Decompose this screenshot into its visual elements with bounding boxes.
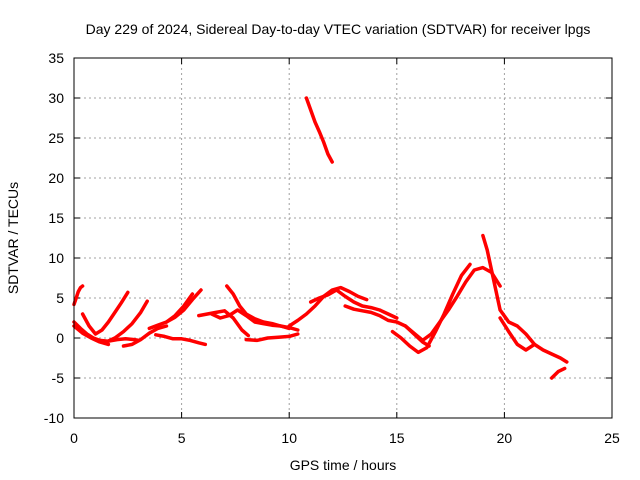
series-arc-15 bbox=[308, 288, 399, 320]
y-tick-label: 30 bbox=[48, 90, 64, 106]
y-tick-label: 10 bbox=[48, 250, 64, 266]
chart-title: Day 229 of 2024, Sidereal Day-to-day VTE… bbox=[86, 21, 591, 37]
series-arc-3 bbox=[80, 290, 130, 336]
series-arc-22 bbox=[304, 96, 334, 164]
axis-ticks: 0 5 10 15 20 25 -10 -5 0 5 10 15 20 25 30 35 bbox=[44, 50, 620, 446]
series-arc-1 bbox=[72, 284, 85, 307]
x-tick-label: 10 bbox=[281, 430, 297, 446]
plot-frame bbox=[73, 57, 613, 419]
x-tick-label: 0 bbox=[70, 430, 78, 446]
series-arc-13 bbox=[244, 332, 300, 343]
x-tick-label: 25 bbox=[604, 430, 620, 446]
y-tick-label: -5 bbox=[52, 370, 65, 386]
x-tick-label: 5 bbox=[178, 430, 186, 446]
series-arc-4 bbox=[72, 324, 111, 347]
y-tick-label: 20 bbox=[48, 170, 64, 186]
y-tick-label: 25 bbox=[48, 130, 64, 146]
grid bbox=[74, 58, 612, 418]
series-arc-17 bbox=[390, 262, 472, 355]
x-tick-label: 15 bbox=[389, 430, 405, 446]
data-series bbox=[72, 96, 569, 380]
series-arc-20 bbox=[498, 316, 537, 352]
series-arc-10 bbox=[197, 309, 251, 338]
series-arc-9 bbox=[154, 333, 208, 347]
y-tick-label: 5 bbox=[56, 290, 64, 306]
series-arc-21 bbox=[549, 366, 567, 380]
y-axis-label: SDTVAR / TECUs bbox=[5, 182, 21, 294]
series-arc-2 bbox=[72, 320, 141, 343]
series-arc-8 bbox=[164, 292, 195, 324]
series-arc-19 bbox=[481, 233, 569, 364]
y-tick-label: 15 bbox=[48, 210, 64, 226]
series-arc-6 bbox=[121, 324, 169, 348]
series-arc-12 bbox=[209, 308, 300, 332]
y-tick-label: 0 bbox=[56, 330, 64, 346]
x-tick-label: 20 bbox=[497, 430, 513, 446]
y-tick-label: -10 bbox=[44, 410, 64, 426]
series-arc-18 bbox=[403, 265, 502, 343]
series-arc-5 bbox=[104, 299, 149, 344]
y-tick-label: 35 bbox=[48, 50, 64, 66]
x-axis-label: GPS time / hours bbox=[290, 457, 397, 473]
